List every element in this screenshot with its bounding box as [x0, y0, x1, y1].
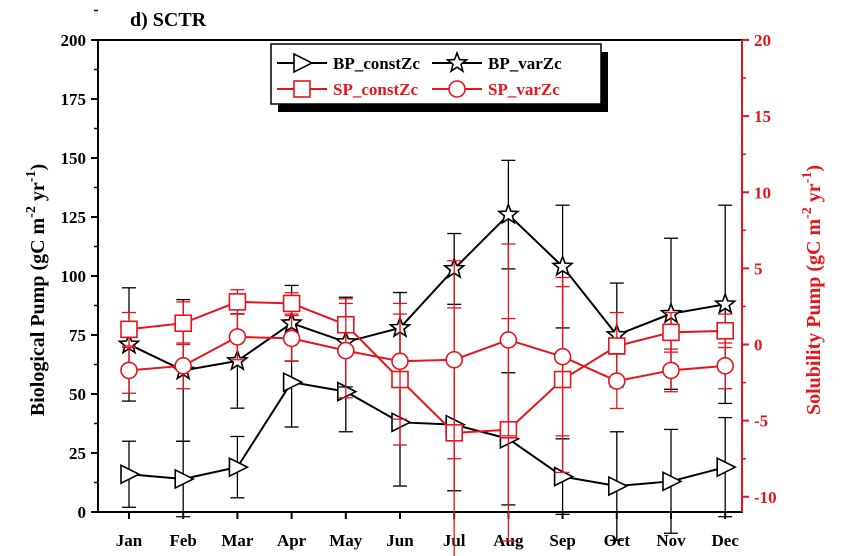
data-point: [550, 254, 575, 277]
right-tick-label: 15: [754, 107, 771, 126]
series-BP_varZc: [117, 159, 737, 442]
left-tick-label: 175: [61, 90, 87, 109]
legend: BP_constZc BP_varZc SP_constZc SP_varZc: [270, 43, 608, 112]
data-point: [174, 357, 192, 375]
series-SP_constZc: [120, 286, 735, 556]
right-tick-label: -10: [754, 488, 777, 507]
chart-title: d) SCTR: [130, 9, 207, 31]
right-axis-label-exp2: -1: [800, 172, 815, 184]
left-axis-label-exp1: -2: [24, 206, 39, 218]
data-point: [716, 357, 735, 375]
left-tick-label: 125: [61, 208, 87, 227]
right-tick-label: 0: [754, 336, 763, 355]
series-SP_varZc: [120, 243, 735, 460]
left-axis-label-mid: yr: [27, 182, 49, 206]
svg-text:Solubility Pump (gC m-2 yr-1): Solubility Pump (gC m-2 yr-1): [800, 165, 825, 415]
right-tick-label: 10: [754, 183, 771, 202]
right-tick-label: -5: [754, 412, 768, 431]
data-point: [662, 361, 680, 380]
data-point: [607, 337, 626, 355]
legend-label: SP_constZc: [333, 80, 418, 99]
right-axis-label-exp1: -2: [800, 207, 815, 219]
legend-marker: [293, 80, 311, 98]
left-tick-label: 25: [69, 444, 86, 463]
x-tick-label: Feb: [170, 531, 197, 550]
data-point: [391, 352, 409, 371]
series-line: [128, 381, 726, 488]
data-point: [607, 372, 626, 390]
series-line: [128, 300, 726, 434]
data-point: [336, 341, 355, 360]
data-point: [445, 350, 464, 369]
data-point: [174, 314, 192, 333]
data-point: [282, 329, 301, 348]
series-BP_constZc: [120, 336, 737, 541]
left-tick-label: 0: [78, 503, 87, 522]
x-tick-label: Mar: [221, 531, 254, 550]
legend-label: BP_varZc: [488, 54, 562, 73]
left-tick-label: 100: [61, 267, 87, 286]
legend-marker: [293, 52, 314, 74]
data-point: [607, 475, 629, 497]
data-point: [499, 331, 518, 349]
data-point: [662, 471, 683, 492]
legend-box: [270, 43, 602, 105]
data-point: [496, 202, 521, 225]
series-layer: [117, 159, 737, 556]
data-point: [228, 328, 247, 346]
data-point: [120, 361, 138, 380]
x-tick-label: Nov: [656, 531, 686, 550]
right-tick-label: 20: [754, 31, 771, 50]
left-tick-label: 200: [61, 31, 87, 50]
data-point: [228, 456, 250, 478]
left-axis-label-main: Biological Pump (gC m: [27, 217, 49, 416]
x-tick-label: Dec: [712, 531, 740, 550]
left-tick-label: 150: [61, 149, 87, 168]
axes: 0 25 50 75 100 125 150 175 200 -10 -5 0 5 10 15 20 Jan Fe…: [61, 9, 777, 550]
data-point: [228, 293, 247, 311]
data-point: [282, 294, 301, 313]
left-axis-label: Biological Pump (gC m-2 yr-1): [24, 164, 49, 416]
left-tick-label: 75: [69, 326, 86, 345]
data-point: [553, 466, 575, 487]
left-tick-label: 50: [69, 385, 86, 404]
data-point: [662, 323, 680, 342]
x-tick-label: Apr: [277, 531, 307, 550]
x-tick-label: Jun: [386, 531, 414, 550]
data-point: [282, 371, 304, 393]
left-axis-label-exp2: -1: [24, 171, 39, 183]
right-axis-label: Solubility Pump (gC m-2 yr-1): [800, 165, 825, 415]
data-point: [713, 292, 737, 315]
data-point: [716, 322, 735, 340]
legend-marker: [445, 50, 469, 73]
data-point: [120, 463, 141, 485]
x-tick-label: Jan: [116, 531, 143, 550]
legend-label: SP_varZc: [488, 80, 560, 99]
legend-marker: [448, 80, 466, 98]
svg-text:Biological Pump (gC m-2 yr-1): Biological Pump (gC m-2 yr-1): [24, 164, 49, 416]
legend-label: BP_constZc: [333, 54, 420, 73]
data-point: [553, 347, 572, 366]
right-axis-label-main: Solubility Pump (gC m: [803, 219, 825, 415]
x-tick-label: Sep: [549, 531, 575, 550]
data-point: [174, 468, 195, 490]
series-line: [128, 335, 726, 383]
right-axis-label-mid: yr: [803, 183, 825, 207]
data-point: [716, 456, 737, 478]
left-axis-label-end: ): [27, 164, 49, 171]
right-axis-label-end: ): [803, 165, 825, 172]
x-tick-label: May: [329, 531, 363, 550]
right-tick-label: 5: [754, 259, 763, 278]
data-point: [120, 320, 138, 339]
data-point: [391, 412, 412, 433]
